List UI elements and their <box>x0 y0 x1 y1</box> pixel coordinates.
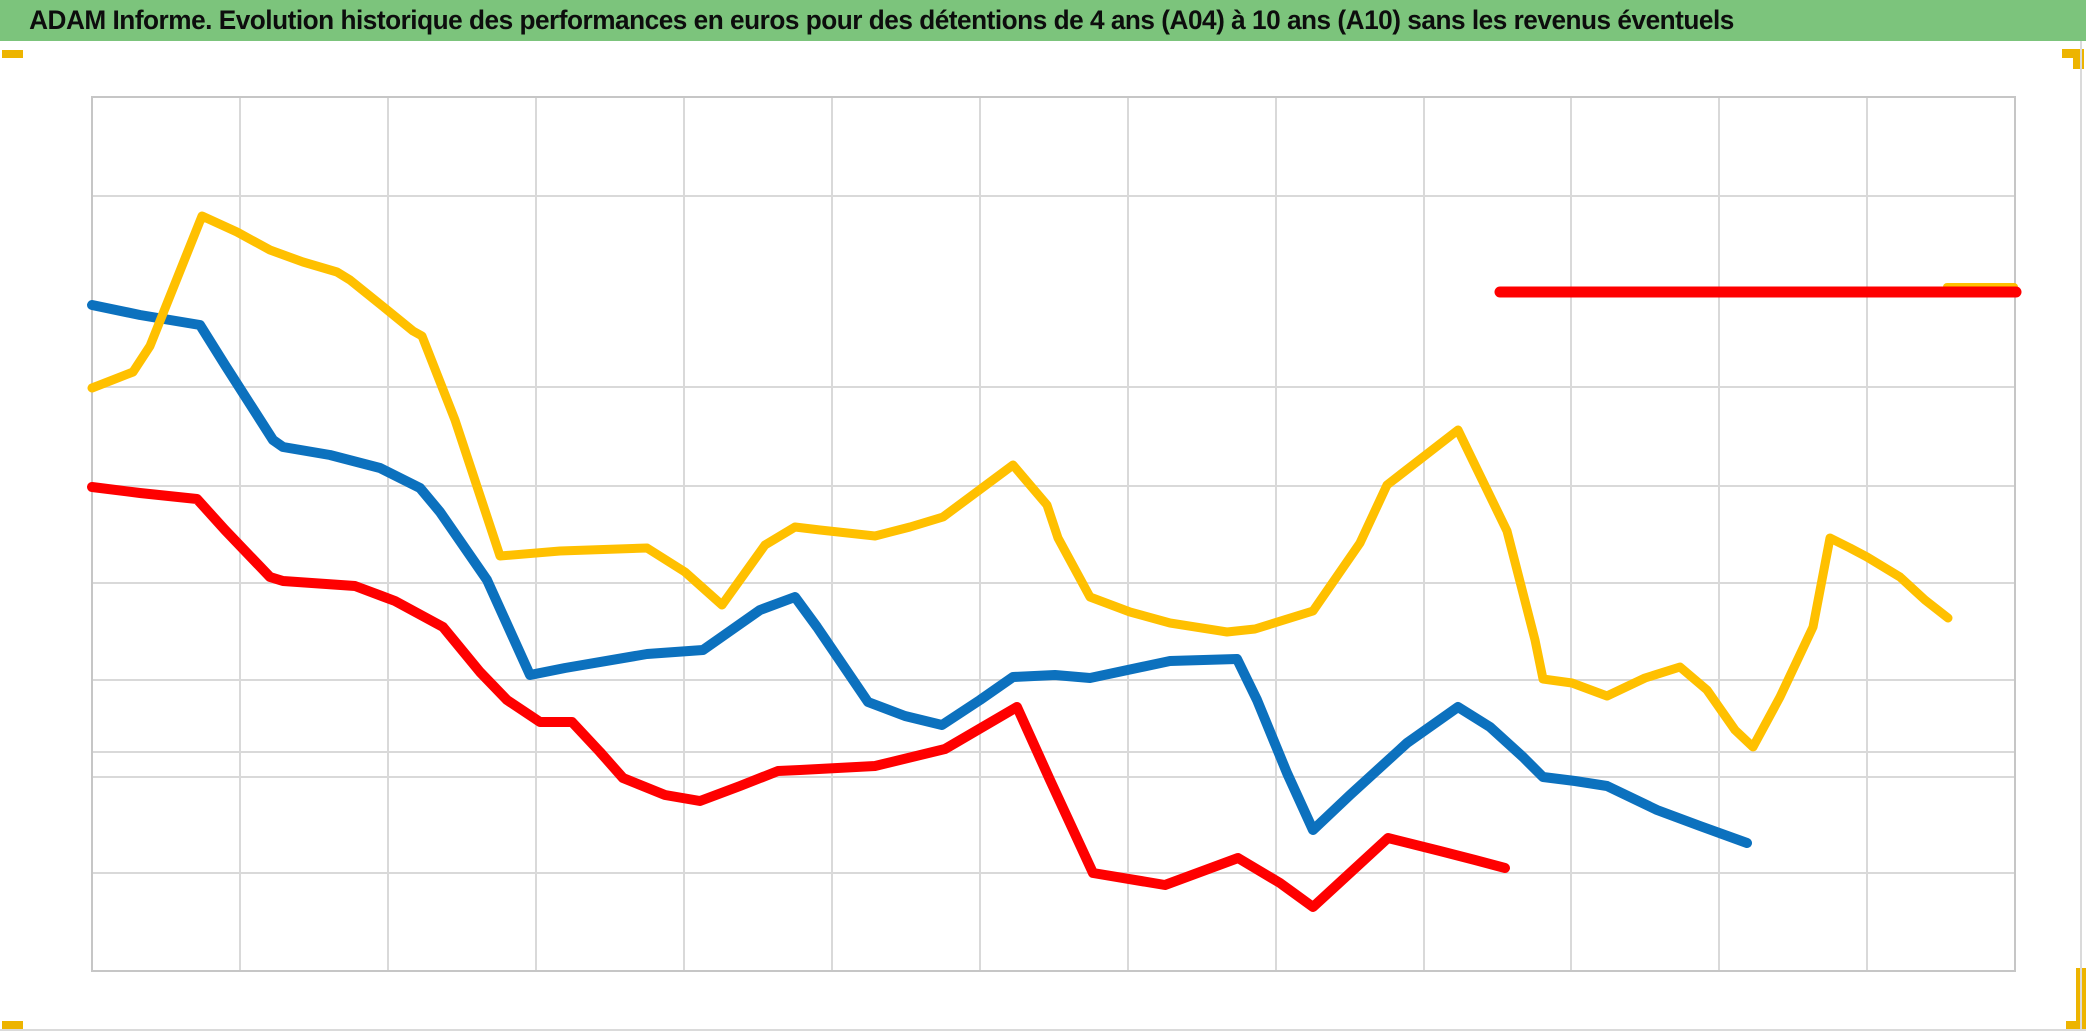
row-edge-line <box>0 1029 2086 1031</box>
title-bar: ADAM Informe. Evolution historique des p… <box>0 0 2086 41</box>
gold-series <box>87 211 1953 752</box>
performance-line-chart <box>87 96 2022 972</box>
column-edge-line <box>2080 41 2082 1031</box>
selection-corner-top-right-v <box>2073 49 2084 69</box>
selection-corner-top-left <box>2 50 23 58</box>
plot-area-border <box>91 96 2016 972</box>
blue-series <box>87 300 1752 848</box>
page-title: ADAM Informe. Evolution historique des p… <box>29 5 1734 35</box>
selection-corner-bottom-right-h <box>2066 1021 2086 1030</box>
series-lines <box>87 211 2022 912</box>
selection-corner-bottom-left <box>2 1021 23 1030</box>
chart-object[interactable] <box>0 41 2086 1031</box>
red-series <box>87 482 1510 912</box>
